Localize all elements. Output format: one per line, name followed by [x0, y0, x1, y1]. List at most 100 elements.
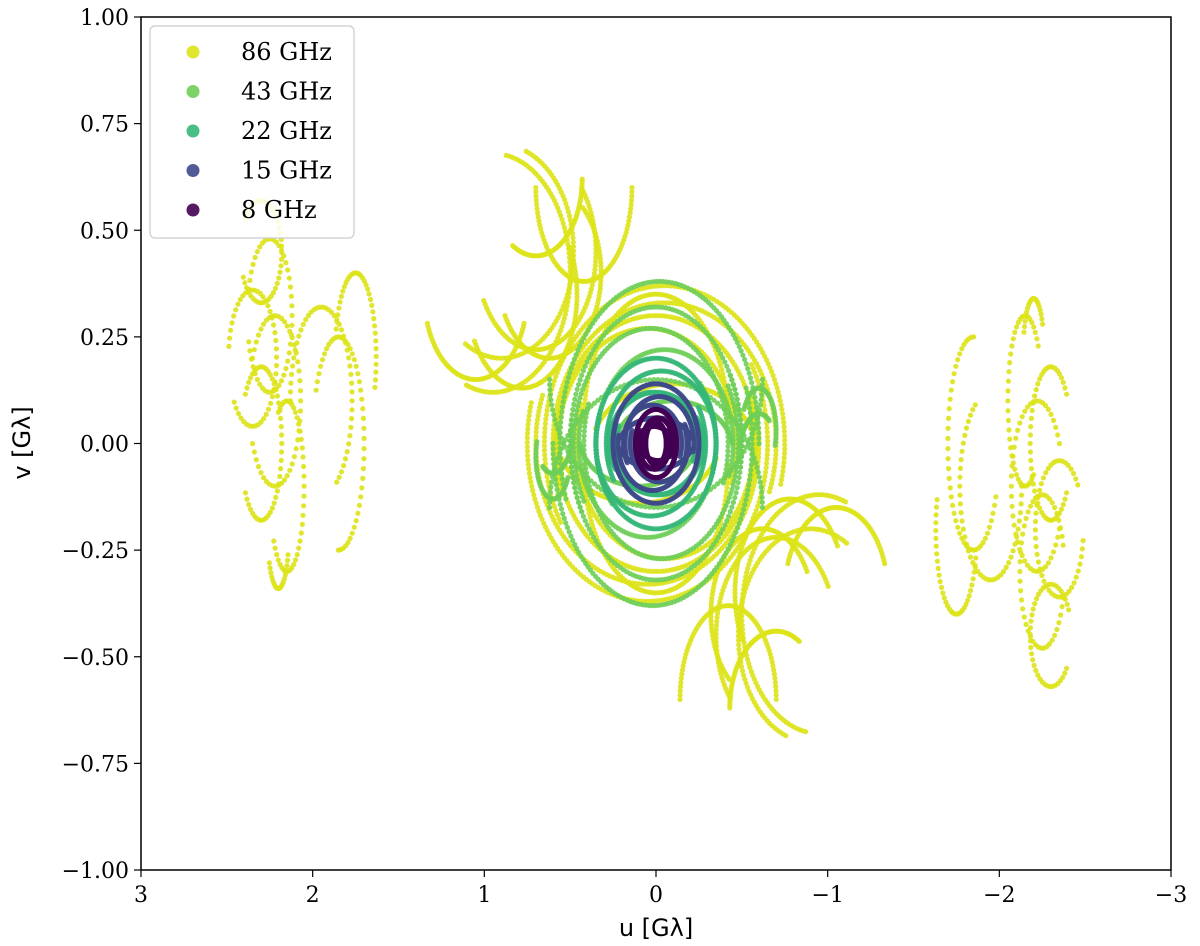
uv-point	[796, 638, 802, 645]
uv-point	[1058, 612, 1064, 618]
uv-point	[764, 434, 771, 440]
uv-point	[278, 415, 284, 421]
uv-point	[589, 522, 596, 529]
uv-point	[742, 357, 748, 363]
uv-point	[278, 466, 284, 472]
uv-point	[578, 553, 584, 559]
uv-point	[1022, 558, 1028, 564]
uv-point	[527, 475, 533, 481]
uv-point	[759, 494, 765, 500]
uv-point	[349, 530, 355, 536]
uv-point	[749, 450, 756, 456]
uv-point	[957, 501, 964, 507]
uv-point	[341, 284, 347, 290]
uv-point	[560, 320, 566, 326]
uv-point	[576, 382, 582, 388]
uv-point	[273, 362, 280, 369]
uv-point	[713, 538, 719, 544]
uv-point	[751, 455, 757, 461]
uv-point	[775, 389, 781, 395]
uv-point	[1043, 470, 1049, 476]
uv-point	[1035, 500, 1041, 506]
uv-point	[316, 371, 322, 377]
uv-point	[759, 489, 765, 495]
uv-point	[373, 361, 379, 367]
uv-point	[595, 397, 601, 403]
uv-point	[677, 688, 683, 694]
uv-point	[747, 435, 754, 441]
uv-point	[586, 355, 592, 361]
uv-point	[946, 406, 952, 412]
uv-point	[677, 692, 683, 698]
uv-point	[287, 389, 294, 395]
uv-point	[651, 504, 657, 510]
uv-point	[972, 562, 978, 568]
uv-point	[1022, 408, 1028, 414]
uv-point	[934, 558, 941, 564]
uv-point	[1033, 596, 1040, 602]
uv-point	[533, 433, 539, 439]
uv-point	[593, 538, 599, 544]
uv-point	[463, 382, 470, 388]
uv-point	[269, 376, 275, 382]
uv-point	[349, 351, 355, 357]
uv-point	[771, 667, 777, 673]
uv-point	[355, 510, 361, 516]
uv-point	[1005, 378, 1012, 384]
uv-point	[579, 372, 585, 378]
uv-point	[763, 465, 769, 471]
uv-point	[268, 400, 274, 406]
uv-point	[589, 214, 595, 220]
uv-point	[756, 440, 762, 447]
uv-point	[725, 453, 731, 459]
uv-point	[229, 320, 235, 326]
uv-point	[566, 213, 573, 219]
uv-point	[566, 246, 572, 252]
uv-point	[296, 421, 302, 427]
uv-point	[284, 563, 290, 569]
uv-point	[313, 387, 319, 393]
uv-point	[1037, 676, 1043, 682]
uv-point	[1033, 535, 1039, 541]
uv-point	[769, 659, 775, 665]
uv-point	[296, 333, 302, 339]
uv-point	[1038, 311, 1044, 317]
uv-point	[933, 528, 939, 534]
uv-point	[772, 460, 778, 466]
uv-point	[552, 464, 558, 471]
uv-point	[233, 405, 239, 411]
uv-point	[573, 490, 579, 496]
uv-point	[524, 448, 531, 454]
uv-point	[542, 425, 548, 431]
uv-point	[550, 474, 556, 480]
uv-point	[277, 269, 283, 275]
uv-point	[251, 347, 257, 353]
uv-point	[279, 440, 285, 447]
uv-point	[1028, 424, 1034, 430]
uv-point	[263, 411, 269, 417]
uv-point	[293, 446, 299, 452]
uv-point	[585, 406, 591, 412]
uv-point	[290, 363, 296, 369]
uv-point	[716, 358, 723, 365]
uv-point	[551, 412, 557, 418]
uv-point	[564, 237, 570, 243]
uv-point	[336, 305, 342, 311]
uv-point	[574, 545, 580, 552]
uv-point	[563, 444, 569, 450]
uv-point	[279, 432, 285, 438]
uv-point	[581, 498, 587, 504]
uv-point	[744, 570, 750, 576]
uv-point	[1008, 351, 1014, 357]
uv-point	[574, 298, 580, 304]
uv-point	[1039, 509, 1045, 515]
uv-point	[755, 377, 761, 384]
uv-point	[296, 368, 302, 374]
uv-point	[1037, 376, 1043, 382]
uv-point	[526, 470, 533, 476]
uv-point	[271, 381, 277, 387]
uv-point	[581, 433, 587, 439]
uv-point	[762, 473, 768, 480]
uv-point	[739, 609, 745, 615]
uv-point	[1037, 487, 1043, 493]
